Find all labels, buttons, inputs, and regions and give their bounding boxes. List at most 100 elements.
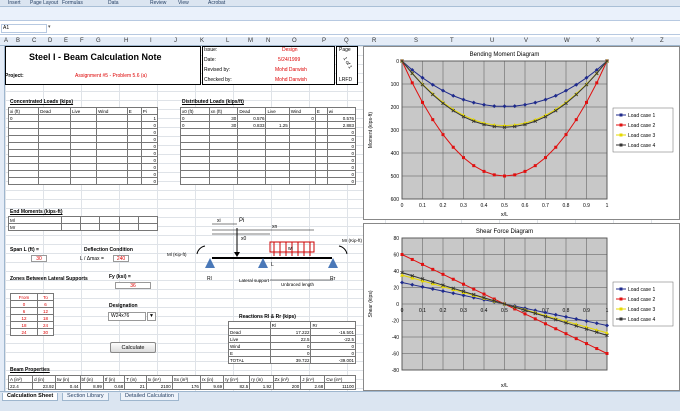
column-header[interactable]: Y [630, 38, 635, 44]
table-cell[interactable]: 0 [140, 121, 159, 129]
table-cell[interactable] [180, 135, 210, 143]
table-cell[interactable] [118, 216, 139, 224]
table-cell[interactable]: 1.92 [249, 382, 274, 390]
table-cell[interactable]: 0 [326, 128, 357, 136]
table-cell[interactable]: 0 [7, 114, 40, 122]
table-cell[interactable] [38, 114, 71, 122]
table-cell[interactable] [60, 216, 82, 224]
table-cell[interactable] [126, 121, 142, 129]
table-cell[interactable] [180, 163, 210, 171]
table-cell[interactable] [7, 121, 40, 129]
table-cell[interactable] [126, 177, 142, 185]
table-cell[interactable]: 11100 [324, 382, 356, 390]
table-cell[interactable]: 18 [10, 321, 38, 329]
table-cell[interactable]: 39.722 [269, 356, 312, 364]
table-cell[interactable]: 9.69 [199, 382, 225, 390]
table-cell[interactable] [265, 170, 290, 178]
table-cell[interactable] [208, 163, 239, 171]
table-cell[interactable] [180, 149, 210, 157]
column-header[interactable]: Z [660, 38, 664, 44]
table-cell[interactable] [96, 114, 128, 122]
table-cell[interactable]: 0 [326, 135, 357, 143]
calculate-button[interactable]: Calculate [110, 342, 156, 353]
table-cell[interactable]: 8.99 [79, 382, 104, 390]
table-cell[interactable]: 0.68 [102, 382, 126, 390]
table-cell[interactable]: 22.4 [7, 382, 34, 390]
column-header[interactable]: F [80, 38, 84, 44]
menu-item[interactable]: Data [108, 0, 119, 6]
table-cell[interactable] [126, 142, 142, 150]
column-header[interactable]: X [596, 38, 601, 44]
shear-force-chart[interactable]: Shear Force Diagram 80 60 40 20 0 -20 -40 -60 -80… [363, 223, 680, 391]
table-cell[interactable]: 2100 [145, 382, 173, 390]
table-cell[interactable] [237, 170, 267, 178]
end-moments-table[interactable]: Ml Mr [8, 216, 159, 231]
table-cell[interactable] [96, 170, 128, 178]
table-cell[interactable] [96, 177, 128, 185]
table-cell[interactable] [314, 156, 328, 164]
table-cell[interactable]: 200 [272, 382, 302, 390]
table-cell[interactable] [265, 128, 290, 136]
table-cell[interactable]: 0 [140, 149, 159, 157]
column-header[interactable]: N [266, 38, 271, 44]
table-cell[interactable] [288, 156, 316, 164]
table-cell[interactable] [288, 135, 316, 143]
deflection-input[interactable]: 240 [113, 255, 129, 262]
table-cell[interactable] [208, 135, 239, 143]
table-cell[interactable] [7, 163, 40, 171]
table-cell[interactable] [38, 135, 71, 143]
table-cell[interactable] [288, 149, 316, 157]
table-cell[interactable]: 24 [36, 321, 55, 329]
table-cell[interactable] [69, 114, 98, 122]
table-cell[interactable] [126, 128, 142, 136]
table-cell[interactable]: 0 [140, 170, 159, 178]
table-cell[interactable]: 0 [140, 128, 159, 136]
table-cell[interactable]: 0 [326, 142, 357, 150]
table-cell[interactable]: 0 [326, 163, 357, 171]
table-cell[interactable] [288, 128, 316, 136]
table-cell[interactable]: 0 [180, 121, 210, 129]
column-header[interactable]: K [200, 38, 205, 44]
table-cell[interactable]: 24 [10, 328, 38, 336]
table-cell[interactable] [180, 156, 210, 164]
table-cell[interactable] [7, 177, 40, 185]
table-cell[interactable] [7, 156, 40, 164]
table-cell[interactable] [288, 121, 316, 129]
column-header[interactable]: W [564, 38, 570, 44]
table-cell[interactable] [126, 156, 142, 164]
table-cell[interactable] [314, 128, 328, 136]
table-cell[interactable] [237, 163, 267, 171]
table-cell[interactable]: Ml [8, 216, 62, 224]
table-cell[interactable] [237, 128, 267, 136]
table-cell[interactable]: 0 [288, 114, 316, 122]
tab-calculation-sheet[interactable]: Calculation Sheet [2, 393, 59, 401]
table-cell[interactable] [126, 114, 142, 122]
table-cell[interactable] [96, 163, 128, 171]
menu-item[interactable]: View [178, 0, 189, 6]
table-cell[interactable] [38, 156, 71, 164]
chevron-down-icon[interactable]: ▼ [147, 312, 156, 321]
column-header[interactable]: B [16, 38, 21, 44]
table-cell[interactable]: 0 [326, 170, 357, 178]
revised-value[interactable]: Mohd Darwish [275, 67, 307, 73]
column-header[interactable]: I [150, 38, 152, 44]
table-cell[interactable] [265, 149, 290, 157]
table-cell[interactable] [96, 149, 128, 157]
table-cell[interactable] [208, 142, 239, 150]
table-cell[interactable]: 30 [36, 328, 55, 336]
table-cell[interactable] [237, 135, 267, 143]
table-cell[interactable] [60, 223, 82, 231]
table-cell[interactable]: Mr [8, 223, 62, 231]
column-header[interactable]: S [414, 38, 419, 44]
table-cell[interactable]: 0 [10, 300, 38, 308]
issue-value[interactable]: Design [282, 47, 298, 53]
table-cell[interactable] [96, 156, 128, 164]
table-cell[interactable]: 0 [326, 149, 357, 157]
table-cell[interactable] [314, 135, 328, 143]
column-header[interactable]: D [48, 38, 53, 44]
tab-section-library[interactable]: Section Library [62, 393, 109, 401]
table-cell[interactable]: -22.5 [310, 335, 356, 343]
table-cell[interactable] [237, 156, 267, 164]
table-cell[interactable] [69, 170, 98, 178]
table-cell[interactable]: Live [228, 335, 271, 343]
